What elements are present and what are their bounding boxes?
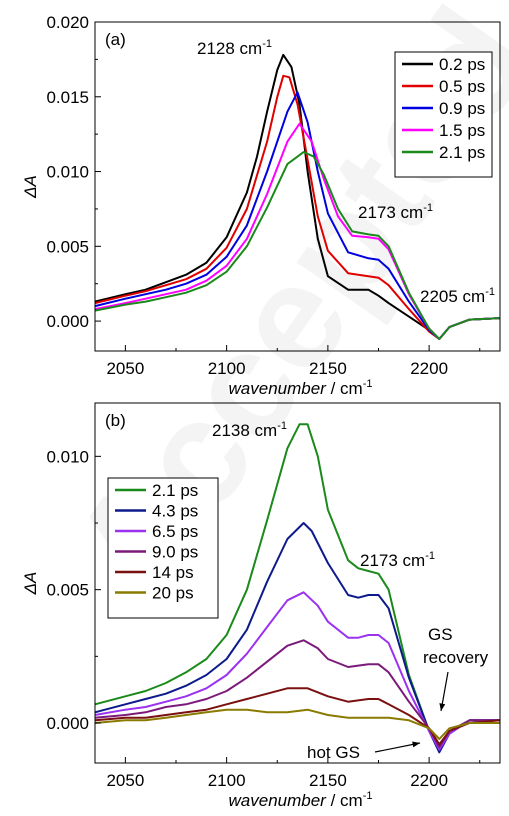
y-axis-label-0: ΔA (21, 175, 40, 199)
annotation-text-1-0: 2138 cm (212, 421, 277, 440)
series-line-0-4 (94, 151, 501, 340)
annotation-text-1-4: hot GS (307, 743, 360, 762)
x-axis-label-0: wavenumber / cm-1 (229, 378, 373, 398)
panel-1-arrows (374, 671, 449, 753)
y-tick-label-0-2: 0.010 (46, 163, 89, 182)
x-tick-label-1-1: 2100 (208, 771, 246, 790)
legend-label-0-3: 1.5 ps (439, 121, 485, 140)
annotation-text-1-2: GS (428, 625, 453, 644)
y-axis-label-1: ΔA (21, 572, 40, 596)
annotation-1-4: hot GS (307, 743, 360, 762)
panel-0: 2050 2100 2150 2200 0.000 0.005 0.010 0.015 0.02… (21, 13, 501, 398)
annotation-text-1-3: recovery (423, 648, 489, 667)
series-line-1-2 (94, 591, 500, 751)
x-tick-label-1-3: 2200 (410, 771, 448, 790)
y-tick-label-0-3: 0.015 (46, 88, 89, 107)
legend-label-1-0: 2.1 ps (152, 481, 198, 500)
series-line-1-4 (94, 687, 501, 746)
legend-label-1-5: 20 ps (152, 584, 194, 603)
plot-frame-0 (94, 21, 501, 352)
gs-recovery-arrow-head (439, 703, 446, 711)
legend-label-1-4: 14 ps (152, 563, 194, 582)
x-axis-label-unit-1: / cm (326, 791, 363, 810)
legend-label-1-3: 9.0 ps (152, 543, 198, 562)
legend-label-1-2: 6.5 ps (152, 522, 198, 541)
y-tick-label-1-2: 0.010 (46, 447, 89, 466)
plot-frame-1 (94, 402, 501, 764)
series-line-1-5 (94, 708, 500, 740)
y-tick-label-0-4: 0.020 (46, 13, 89, 32)
panel-label-0: (a) (105, 30, 126, 49)
hot-gs-arrow-shaft (374, 742, 421, 753)
panel-label-1: (b) (105, 411, 126, 430)
y-tick-label-0-1: 0.005 (46, 237, 89, 256)
annotation-1-0: 2138 cm-1 (212, 420, 287, 440)
x-axis-label-sup-1: -1 (363, 790, 373, 802)
annotation-text-0-0: 2128 cm (197, 39, 262, 58)
legend-label-0-2: 0.9 ps (439, 99, 485, 118)
annotation-text-0-1: 2173 cm (358, 203, 423, 222)
legend-label-0-4: 2.1 ps (439, 143, 485, 162)
legend-label-1-1: 4.3 ps (152, 502, 198, 521)
annotation-text-1-1: 2173 cm (360, 551, 425, 570)
panel-1: 2050 2100 2150 2200 0.000 0.005 0.010 (b) ΔA wave… (21, 402, 501, 810)
x-axis-label-sup-0: -1 (363, 378, 373, 390)
x-axis-label-italic-0: wavenumber (229, 379, 328, 398)
y-tick-label-0-0: 0.000 (46, 312, 89, 331)
series-line-0-1 (94, 74, 501, 340)
x-axis-label-italic-1: wavenumber (229, 791, 328, 810)
hot-gs-arrow-head (412, 741, 420, 748)
y-tick-label-1-0: 0.000 (46, 714, 89, 733)
legend-box-0 (394, 51, 493, 178)
annotation-1-2: GS (428, 625, 453, 644)
x-tick-label-1-0: 2050 (106, 771, 144, 790)
x-tick-label-0-0: 2050 (106, 359, 144, 378)
annotation-sup-1-0: -1 (277, 420, 287, 432)
annotation-sup-0-0: -1 (262, 38, 272, 50)
legend-box-1 (107, 477, 219, 619)
x-tick-label-0-3: 2200 (410, 359, 448, 378)
annotation-text-0-2: 2205 cm (420, 287, 485, 306)
annotation-1-1: 2173 cm-1 (360, 550, 435, 570)
annotation-sup-1-1: -1 (425, 550, 435, 562)
x-tick-label-0-1: 2100 (208, 359, 246, 378)
legend-label-0-1: 0.5 ps (439, 77, 485, 96)
series-line-0-0 (94, 53, 501, 340)
annotation-0-1: 2173 cm-1 (358, 202, 433, 222)
annotation-0-0: 2128 cm-1 (197, 38, 272, 58)
legend-label-0-0: 0.2 ps (439, 55, 485, 74)
annotation-sup-0-1: -1 (423, 202, 433, 214)
annotation-sup-0-2: -1 (485, 286, 495, 298)
x-axis-label-unit-0: / cm (326, 379, 363, 398)
annotation-0-2: 2205 cm-1 (420, 286, 495, 306)
x-tick-label-0-2: 2150 (309, 359, 347, 378)
x-axis-label-1: wavenumber / cm-1 (229, 790, 373, 810)
x-tick-label-1-2: 2150 (309, 771, 347, 790)
y-tick-label-1-1: 0.005 (46, 581, 89, 600)
annotation-1-3: recovery (423, 648, 489, 667)
